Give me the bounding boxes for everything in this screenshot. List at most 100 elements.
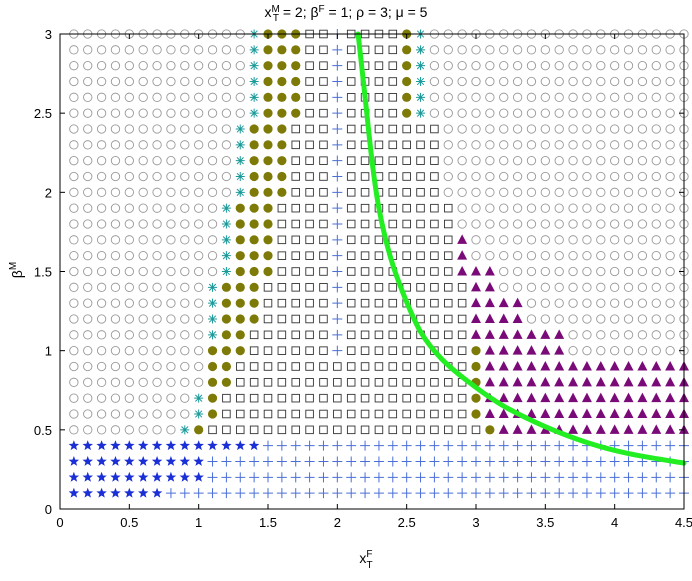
marker-triangle xyxy=(471,281,481,292)
marker-triangle xyxy=(581,408,592,418)
marker-circle-open xyxy=(96,330,107,340)
marker-circle-open xyxy=(110,330,121,340)
marker-circle-open xyxy=(526,124,537,134)
marker-circle-open xyxy=(540,171,550,182)
marker-square-open xyxy=(305,108,314,118)
marker-square-open xyxy=(444,378,453,387)
marker-circle-open xyxy=(582,45,592,55)
marker-circle-open xyxy=(637,76,648,87)
marker-circle-open xyxy=(138,346,148,356)
x-tick-label: 0 xyxy=(56,515,63,530)
marker-plus xyxy=(304,488,315,499)
marker-circle-open xyxy=(499,251,509,261)
marker-plus xyxy=(332,456,343,467)
marker-square-open xyxy=(374,93,384,102)
marker-circle-open xyxy=(665,235,675,245)
marker-circle-open xyxy=(554,92,564,102)
marker-square-open xyxy=(263,283,273,292)
marker-circle-open xyxy=(568,282,578,292)
y-axis-label: βM xyxy=(8,262,25,278)
marker-circle-open xyxy=(83,203,93,213)
marker-circle-filled xyxy=(263,156,273,166)
marker-circle-open xyxy=(152,425,162,435)
marker-circle-open xyxy=(69,393,79,403)
marker-circle-open xyxy=(526,76,537,87)
marker-circle-open xyxy=(596,251,606,261)
marker-circle-open xyxy=(596,235,606,245)
marker-star xyxy=(110,471,121,482)
marker-circle-open xyxy=(554,235,564,245)
marker-circle-open xyxy=(443,156,453,166)
marker-square-open xyxy=(430,267,439,276)
marker-circle-open xyxy=(194,251,204,261)
marker-circle-open xyxy=(665,282,675,292)
marker-circle-open xyxy=(69,61,79,71)
marker-circle-open xyxy=(526,219,537,229)
marker-circle-open xyxy=(221,171,232,182)
marker-circle-open xyxy=(69,330,79,340)
marker-circle-filled xyxy=(207,393,218,403)
marker-circle-open xyxy=(665,108,675,118)
marker-plus xyxy=(554,440,565,451)
marker-circle-filled xyxy=(263,187,273,197)
marker-square-open xyxy=(416,298,425,308)
marker-circle-open xyxy=(166,203,176,213)
marker-square-open xyxy=(360,378,370,387)
marker-circle-filled xyxy=(277,61,287,71)
marker-asterisk xyxy=(221,235,231,245)
marker-triangle xyxy=(498,313,509,323)
marker-circle-open xyxy=(110,124,121,134)
marker-plus xyxy=(401,456,412,467)
marker-star xyxy=(82,440,93,451)
marker-circle-filled xyxy=(277,171,287,182)
marker-square-open xyxy=(360,283,370,292)
marker-circle-open xyxy=(512,92,523,102)
marker-square-open xyxy=(319,77,328,86)
marker-circle-open xyxy=(194,156,204,166)
marker-circle-open xyxy=(651,298,661,308)
marker-square-open xyxy=(346,219,356,229)
marker-circle-open xyxy=(582,282,592,292)
marker-circle-open xyxy=(512,282,523,292)
marker-circle-open xyxy=(665,156,675,166)
marker-asterisk xyxy=(180,425,190,435)
marker-circle-open xyxy=(166,361,176,372)
marker-circle-filled xyxy=(249,140,259,150)
marker-square-open xyxy=(360,346,370,355)
marker-square-open xyxy=(430,314,439,324)
marker-circle-open xyxy=(166,92,176,102)
marker-plus xyxy=(623,472,634,483)
marker-square-open xyxy=(444,314,453,324)
marker-circle-open xyxy=(651,76,661,87)
marker-plus xyxy=(332,329,343,340)
marker-circle-open xyxy=(110,76,121,87)
marker-plus xyxy=(595,456,606,467)
marker-plus xyxy=(332,44,343,55)
marker-circle-open xyxy=(69,219,79,229)
marker-square-open xyxy=(249,378,259,387)
marker-circle-open xyxy=(485,251,495,261)
marker-asterisk xyxy=(235,187,245,197)
marker-plus xyxy=(457,488,468,499)
marker-circle-filled xyxy=(263,45,273,55)
marker-circle-open xyxy=(485,187,495,197)
marker-triangle xyxy=(568,361,579,371)
marker-circle-open xyxy=(152,282,162,292)
marker-square-open xyxy=(305,346,314,355)
marker-circle-open xyxy=(166,187,176,197)
marker-square-open xyxy=(319,409,328,419)
marker-plus xyxy=(332,124,343,134)
marker-plus xyxy=(249,488,260,499)
marker-circle-open xyxy=(596,314,606,324)
marker-circle-open xyxy=(637,124,648,134)
marker-circle-open xyxy=(485,219,495,229)
marker-circle-open xyxy=(124,203,134,213)
marker-circle-open xyxy=(180,76,190,87)
marker-plus xyxy=(415,440,426,451)
marker-star xyxy=(221,440,232,451)
marker-circle-open xyxy=(637,187,648,197)
marker-circle-filled xyxy=(291,45,301,55)
marker-circle-filled xyxy=(221,282,231,292)
marker-plus xyxy=(595,488,606,499)
marker-square-open xyxy=(402,251,411,260)
